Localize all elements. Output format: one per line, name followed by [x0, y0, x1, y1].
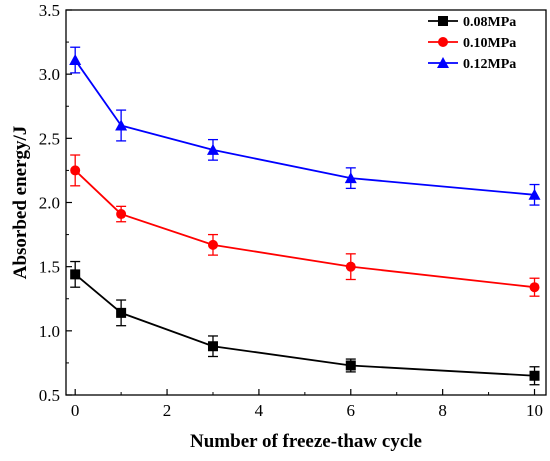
- x-tick-label: 4: [255, 401, 264, 420]
- y-tick-label: 2.5: [39, 129, 60, 148]
- data-point: [70, 165, 81, 176]
- series-0.10MPa: [70, 154, 540, 297]
- data-point: [116, 307, 127, 318]
- legend-label: 0.12MPa: [463, 57, 516, 72]
- legend-item: 0.12MPa: [428, 57, 516, 72]
- data-point: [528, 188, 541, 200]
- y-tick-label: 3.0: [39, 65, 60, 84]
- data-point: [207, 341, 218, 352]
- y-tick-label: 2.0: [39, 194, 60, 213]
- series-0.12MPa: [69, 46, 541, 206]
- x-axis-label: Number of freeze-thaw cycle: [190, 431, 422, 452]
- legend-label: 0.08MPa: [463, 15, 516, 30]
- legend-label: 0.10MPa: [463, 36, 516, 51]
- data-point: [345, 360, 356, 371]
- y-tick-label: 1.5: [39, 258, 60, 277]
- data-point: [345, 261, 356, 272]
- legend-marker: [438, 16, 448, 26]
- data-point: [529, 370, 540, 381]
- plot-area: [69, 46, 541, 386]
- series-line: [74, 59, 535, 196]
- data-point: [116, 209, 127, 220]
- data-point: [344, 172, 357, 184]
- y-tick-label: 0.5: [39, 386, 60, 405]
- legend-marker: [438, 37, 448, 47]
- legend: 0.08MPa 0.10MPa 0.12MPa: [428, 15, 516, 72]
- x-tick-label: 6: [347, 401, 356, 420]
- y-tick-label: 1.0: [39, 322, 60, 341]
- data-point: [529, 282, 540, 293]
- data-point: [70, 269, 81, 280]
- x-tick-label: 10: [526, 401, 543, 420]
- data-point: [69, 54, 82, 66]
- legend-marker: [437, 57, 449, 68]
- x-tick-label: 8: [438, 401, 447, 420]
- axis-ticks: [66, 9, 536, 396]
- legend-item: 0.10MPa: [428, 36, 516, 51]
- x-tick-label: 2: [163, 401, 172, 420]
- y-tick-label: 3.5: [39, 1, 60, 20]
- data-point: [115, 119, 128, 131]
- legend-item: 0.08MPa: [428, 15, 516, 30]
- data-point: [206, 143, 219, 155]
- series-0.08MPa: [70, 260, 540, 386]
- tick-labels: 0 2 4 6 8 10 0.5 1.0 1.5 2.0 2.5 3.0 3.5: [39, 1, 543, 420]
- series-line: [74, 273, 535, 377]
- y-axis-label: Absorbed energy/J: [10, 126, 31, 280]
- data-point: [207, 239, 218, 250]
- x-tick-label: 0: [71, 401, 80, 420]
